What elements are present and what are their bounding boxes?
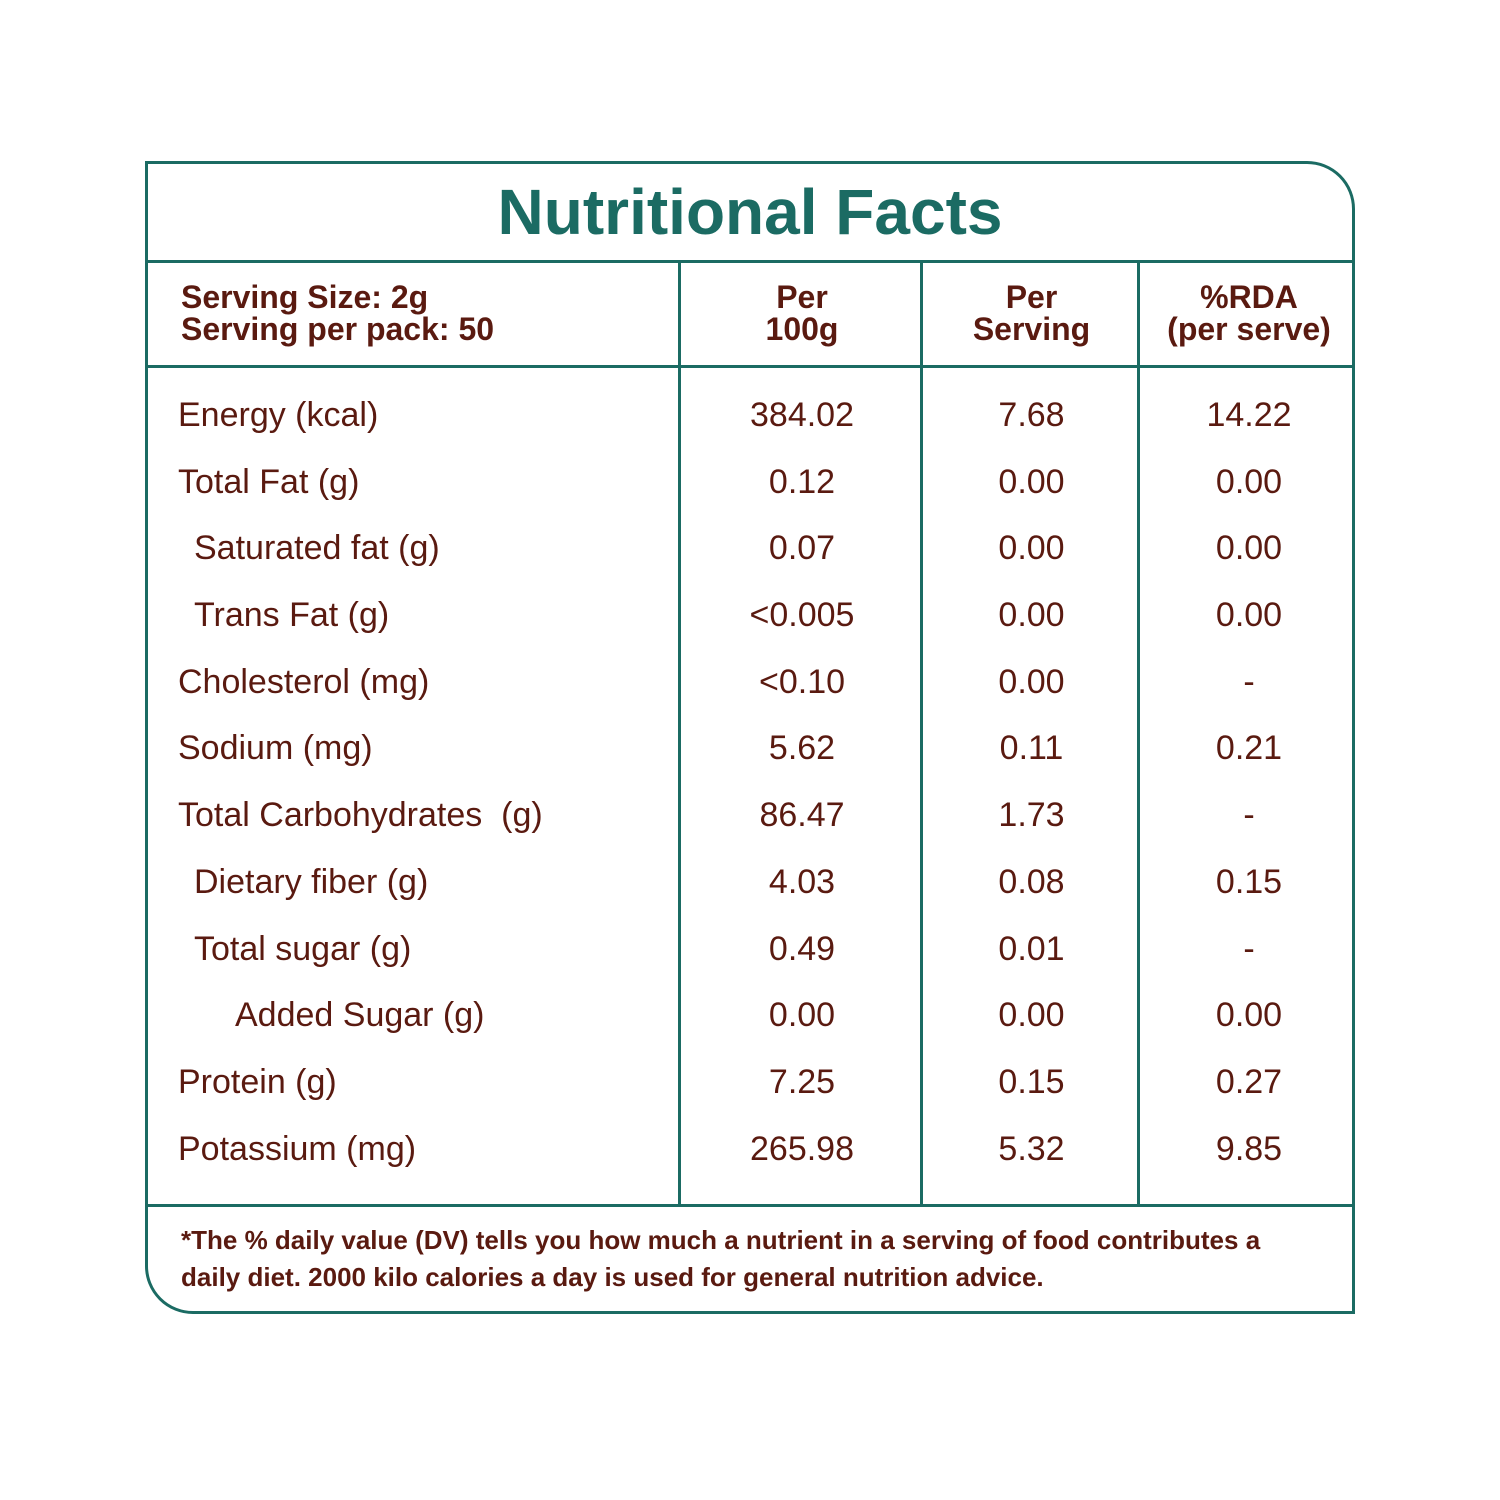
table-row: Dietary fiber (g) 4.03 0.08 0.15 <box>148 865 1352 932</box>
table-header: Serving Size: 2g Serving per pack: 50 Pe… <box>148 263 1352 368</box>
table-row: Total Carbohydrates (g) 86.47 1.73 - <box>148 798 1352 865</box>
per-serving-value: 0.15 <box>998 1062 1065 1101</box>
per-100g-value: 0.12 <box>768 462 836 501</box>
table-row: Total Fat (g) 0.12 0.00 0.00 <box>148 465 1352 532</box>
nutrient-name: Potassium (mg) <box>178 1129 417 1168</box>
rda-value: - <box>1243 929 1255 968</box>
rda-value: 0.21 <box>1215 729 1283 768</box>
per-serving-value: 0.00 <box>998 662 1065 701</box>
table-row: Total sugar (g) 0.49 0.01 - <box>148 932 1352 999</box>
per-100g-value: 7.25 <box>768 1062 836 1101</box>
per-serving-value: 1.73 <box>998 796 1065 835</box>
column-header-line: 100g <box>765 311 839 347</box>
column-header-per-serving: Per Serving <box>923 281 1140 345</box>
table-row: Sodium (mg) 5.62 0.11 0.21 <box>148 731 1352 798</box>
per-100g-value: 265.98 <box>750 1129 854 1168</box>
nutrient-name: Sodium (mg) <box>178 729 373 768</box>
rda-value: 0.00 <box>1215 596 1283 635</box>
per-100g-value: 0.49 <box>768 929 836 968</box>
table-row: Potassium (mg) 265.98 5.32 9.85 <box>148 1132 1352 1199</box>
table-row: Cholesterol (mg) <0.10 0.00 - <box>148 665 1352 732</box>
per-serving-value: 0.00 <box>998 462 1065 501</box>
per-100g-value: 384.02 <box>750 396 854 434</box>
per-100g-value: 86.47 <box>759 796 845 835</box>
column-header-line: Per <box>776 279 828 315</box>
per-serving-value: 5.32 <box>998 1129 1065 1168</box>
rda-value: - <box>1243 662 1255 701</box>
column-header-line: %RDA <box>1200 279 1298 315</box>
column-divider <box>920 263 923 1204</box>
nutrient-name: Total Fat (g) <box>178 462 360 501</box>
nutrient-name: Cholesterol (mg) <box>178 662 430 701</box>
per-serving-value: 0.00 <box>998 596 1065 635</box>
nutrient-name: Saturated fat (g) <box>194 529 440 568</box>
rda-value: 0.15 <box>1215 862 1283 901</box>
column-divider <box>1137 263 1140 1204</box>
table-row: Saturated fat (g) 0.07 0.00 0.00 <box>148 531 1352 598</box>
per-100g-value: <0.005 <box>749 596 855 635</box>
per-serving-value: 0.00 <box>998 529 1065 568</box>
nutrient-name: Energy (kcal) <box>178 396 379 434</box>
nutrient-name: Trans Fat (g) <box>194 596 390 635</box>
footnote: *The % daily value (DV) tells you how mu… <box>181 1225 1261 1292</box>
rda-value: 0.00 <box>1215 462 1283 501</box>
per-serving-value: 0.11 <box>999 729 1064 768</box>
rda-value: 0.00 <box>1215 529 1283 568</box>
per-100g-value: 0.00 <box>768 996 836 1035</box>
rda-value: 14.22 <box>1206 396 1292 434</box>
table-row: Energy (kcal) 384.02 7.68 14.22 <box>148 398 1352 465</box>
nutrition-label: Nutritional Facts Serving Size: 2g Servi… <box>145 161 1355 1314</box>
rda-value: 9.85 <box>1215 1129 1283 1168</box>
nutrient-name: Protein (g) <box>178 1062 337 1101</box>
table-body: Energy (kcal) 384.02 7.68 14.22 Total Fa… <box>148 368 1352 1198</box>
table-row: Trans Fat (g) <0.005 0.00 0.00 <box>148 598 1352 665</box>
per-serving-value: 0.08 <box>998 862 1065 901</box>
nutrient-name: Added Sugar (g) <box>235 996 485 1035</box>
nutrient-name: Total Carbohydrates (g) <box>178 796 543 835</box>
rda-value: 0.00 <box>1215 996 1283 1035</box>
per-serving-value: 7.68 <box>998 396 1065 434</box>
per-100g-value: 4.03 <box>768 862 836 901</box>
column-header-line: Serving <box>972 311 1091 347</box>
rda-value: - <box>1243 796 1255 835</box>
per-serving-value: 0.01 <box>998 929 1065 968</box>
column-header-per-100g: Per 100g <box>681 281 923 345</box>
column-header-line: Per <box>1005 279 1058 315</box>
rda-value: 0.27 <box>1215 1062 1283 1101</box>
serving-size: Serving Size: 2g <box>181 279 429 315</box>
page-title: Nutritional Facts <box>497 176 1003 248</box>
serving-per-pack: Serving per pack: 50 <box>181 311 495 347</box>
per-100g-value: <0.10 <box>758 662 846 701</box>
title-bar: Nutritional Facts <box>148 164 1352 263</box>
column-header-rda: %RDA (per serve) <box>1140 279 1352 347</box>
nutrition-table: Serving Size: 2g Serving per pack: 50 Pe… <box>148 263 1352 1207</box>
table-row: Added Sugar (g) 0.00 0.00 0.00 <box>148 998 1352 1065</box>
serving-info: Serving Size: 2g Serving per pack: 50 <box>181 281 494 345</box>
column-divider <box>678 263 681 1204</box>
per-100g-value: 0.07 <box>768 529 836 568</box>
nutrient-name: Total sugar (g) <box>194 929 412 968</box>
table-row: Protein (g) 7.25 0.15 0.27 <box>148 1065 1352 1132</box>
per-100g-value: 5.62 <box>768 729 836 768</box>
nutrient-name: Dietary fiber (g) <box>194 862 429 901</box>
column-header-line: (per serve) <box>1167 311 1331 347</box>
per-serving-value: 0.00 <box>998 996 1065 1035</box>
